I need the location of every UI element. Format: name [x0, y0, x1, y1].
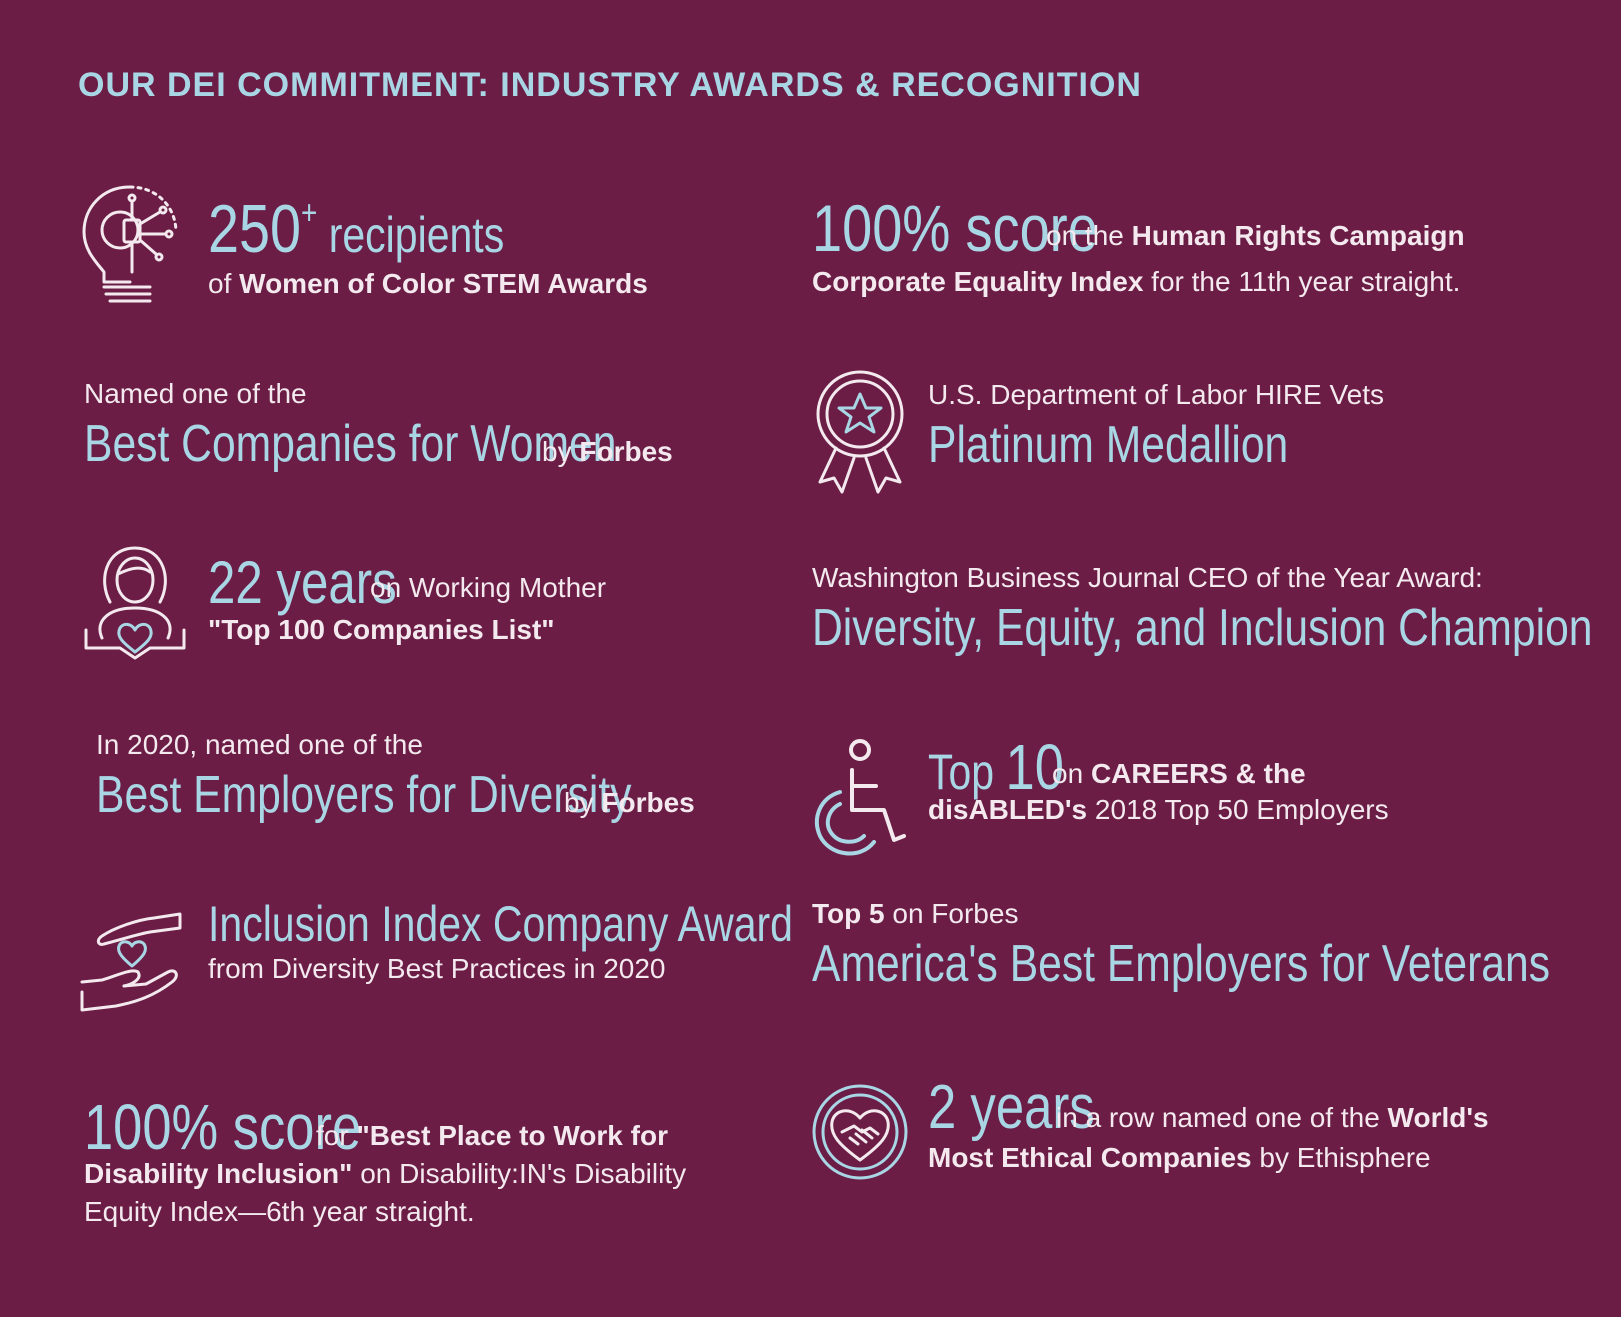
lightbulb-circuit-icon — [80, 182, 180, 312]
hrc-bold2: Corporate Equality Index — [812, 266, 1144, 297]
veterans-award: Top 5 on Forbes America's Best Employers… — [812, 898, 1621, 994]
hrc-big: 100% score — [812, 191, 1098, 265]
stem-plus: + — [301, 194, 318, 232]
stem-pre: of — [208, 268, 240, 299]
ceo-big: Diversity, Equity, and Inclusion Champio… — [812, 599, 1593, 657]
disability-index-award: 100% score for "Best Place to Work for D… — [84, 1090, 686, 1228]
ethisphere-bold2: Most Ethical Companies — [928, 1142, 1252, 1173]
stem-award-name: Women of Color STEM Awards — [239, 268, 648, 299]
hands-heart-icon — [80, 910, 190, 1025]
ethisphere-rest: in a row named one of the — [1056, 1102, 1388, 1133]
hrc-on: on the — [1046, 220, 1132, 251]
hire-vets-big: Platinum Medallion — [928, 416, 1289, 474]
forbes-women-award: Named one of the Best Companies for Wome… — [84, 378, 733, 474]
working-mother-award: 22 years on Working Mother "Top 100 Comp… — [208, 548, 606, 646]
hire-vets-line1: U.S. Department of Labor HIRE Vets — [928, 379, 1384, 410]
careers-on: on — [1052, 758, 1091, 789]
disability-bold1: "Best Place to Work for — [356, 1120, 668, 1151]
forbes-diversity-big: Best Employers for Diversity — [96, 766, 632, 824]
working-mother-list: "Top 100 Companies List" — [208, 614, 555, 645]
forbes-diversity-by: by — [564, 787, 602, 818]
hrc-bold1: Human Rights Campaign — [1131, 220, 1465, 251]
forbes-diversity-forbes: Forbes — [601, 787, 695, 818]
stem-award: 250+ recipients of Women of Color STEM A… — [208, 190, 648, 300]
forbes-women-line1: Named one of the — [84, 378, 307, 409]
mother-child-heart-icon — [80, 540, 190, 665]
veterans-rest: on Forbes — [884, 898, 1019, 929]
inclusion-index-big: Inclusion Index Company Award — [208, 896, 793, 952]
careers-big2: 10 — [1005, 731, 1064, 803]
heart-handshake-icon — [810, 1082, 910, 1182]
ethisphere-award: 2 years in a row named one of the World'… — [928, 1072, 1489, 1174]
stem-big-text: recipients — [317, 207, 505, 263]
medal-star-icon — [810, 370, 910, 502]
hrc-rest2: for the 11th year straight. — [1143, 266, 1461, 297]
disability-for: for — [316, 1120, 357, 1151]
working-mother-big: 22 years — [208, 549, 397, 616]
careers-bold1: CAREERS & the — [1090, 758, 1306, 789]
hrc-award: 100% score on the Human Rights Campaign … — [812, 190, 1465, 298]
ceo-line1: Washington Business Journal CEO of the Y… — [812, 562, 1483, 593]
careers-rest2: 2018 Top 50 Employers — [1087, 794, 1389, 825]
forbes-women-forbes: Forbes — [579, 436, 673, 467]
veterans-big: America's Best Employers for Veterans — [812, 935, 1551, 993]
disability-line3: Equity Index—6th year straight. — [84, 1196, 475, 1227]
disability-bold2: Disability Inclusion" — [84, 1158, 353, 1189]
forbes-diversity-line1: In 2020, named one of the — [96, 729, 423, 760]
careers-bold2: disABLED's — [928, 794, 1088, 825]
disability-big: 100% score — [84, 1091, 362, 1163]
ceo-award: Washington Business Journal CEO of the Y… — [812, 562, 1621, 658]
wheelchair-icon — [810, 736, 910, 858]
forbes-diversity-award: In 2020, named one of the Best Employers… — [96, 729, 749, 825]
stem-big-number: 250 — [208, 191, 302, 267]
ethisphere-bold1: World's — [1387, 1102, 1489, 1133]
careers-big1: Top — [928, 744, 1006, 800]
forbes-women-by: by — [542, 436, 580, 467]
careers-disabled-award: Top 10 on CAREERS & the disABLED's 2018 … — [928, 730, 1389, 826]
inclusion-index-award: Inclusion Index Company Award from Diver… — [208, 895, 921, 985]
ethisphere-rest2: by Ethisphere — [1251, 1142, 1431, 1173]
working-mother-rest: on Working Mother — [370, 572, 607, 603]
veterans-bold: Top 5 — [812, 898, 885, 929]
ethisphere-big: 2 years — [928, 1073, 1095, 1142]
disability-rest2: on Disability:IN's Disability — [352, 1158, 687, 1189]
inclusion-index-line2: from Diversity Best Practices in 2020 — [208, 953, 666, 984]
forbes-women-big: Best Companies for Women — [84, 415, 617, 473]
hire-vets-award: U.S. Department of Labor HIRE Vets Plati… — [928, 379, 1384, 475]
page-title: OUR DEI COMMITMENT: INDUSTRY AWARDS & RE… — [78, 66, 1142, 104]
